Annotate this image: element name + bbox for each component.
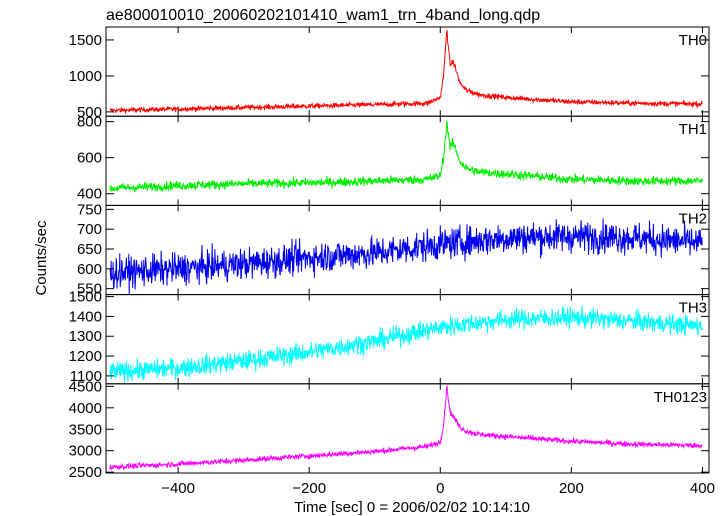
y-tick-label: 1200 — [69, 348, 102, 365]
y-tick-label: 750 — [77, 201, 102, 218]
y-tick-label: 1400 — [69, 308, 102, 325]
y-tick-label: 550 — [77, 281, 102, 298]
x-tick-label: −200 — [292, 480, 326, 497]
panel-th2: 550 600 650 700 750 TH2 — [77, 201, 710, 298]
y-tick-label: 4500 — [69, 378, 102, 395]
series-line-th1 — [109, 120, 703, 193]
panel-label: TH0123 — [654, 389, 707, 406]
panel-frame — [105, 383, 710, 474]
y-tick-label: 1000 — [69, 68, 102, 85]
y-tick-label: 700 — [77, 221, 102, 238]
y-tick-label: 1500 — [69, 32, 102, 49]
chart-title: ae800010010_20060202101410_wam1_trn_4ban… — [106, 7, 540, 24]
x-tick-label: 0 — [436, 480, 444, 497]
y-axis-label: Counts/sec — [33, 220, 50, 296]
y-tick-label: 600 — [77, 150, 102, 167]
panel-th0123: 2500 3000 3500 4000 4500 TH0123 — [69, 378, 710, 481]
series-line-th3 — [109, 305, 703, 384]
y-tick-label: 1100 — [70, 368, 102, 385]
series-line-th0 — [109, 30, 703, 114]
y-tick-label: 1300 — [69, 328, 102, 345]
x-tick-label: −400 — [161, 480, 195, 497]
panel-frame — [105, 115, 710, 206]
panel-th0: 500 1000 1500 TH0 — [69, 26, 710, 121]
y-tick-label: 800 — [77, 114, 102, 131]
y-tick-label: 3000 — [69, 443, 102, 460]
y-tick-label: 650 — [77, 241, 102, 258]
y-tick-label: 2500 — [69, 464, 102, 481]
panel-label: TH1 — [679, 121, 707, 138]
x-tick-label: 200 — [559, 480, 584, 497]
y-tick-label: 500 — [77, 104, 102, 121]
panel-th3: 1100 1200 1300 1400 1500 TH3 — [69, 289, 710, 385]
y-tick-label: 3500 — [69, 421, 102, 438]
y-tick-label: 600 — [77, 261, 102, 278]
y-tick-label: 400 — [77, 186, 102, 203]
panel-label: TH0 — [679, 32, 707, 49]
x-tick-label: 400 — [690, 480, 715, 497]
series-line-th2 — [109, 218, 703, 295]
y-tick-label: 1500 — [69, 289, 102, 306]
panel-th1: 400 600 800 TH1 — [77, 114, 710, 206]
panel-label: TH3 — [679, 300, 707, 317]
panels-group: 500 1000 1500 TH0 400 600 800 TH1 550 600 650 700 75… — [69, 26, 710, 481]
panel-label: TH2 — [679, 210, 707, 227]
series-line-th0123 — [109, 384, 703, 472]
x-axis-label: Time [sec] 0 = 2006/02/02 10:14:10 — [294, 499, 530, 516]
y-tick-label: 4000 — [69, 400, 102, 417]
x-axis: −400 −200 0 200 400 — [161, 480, 715, 497]
